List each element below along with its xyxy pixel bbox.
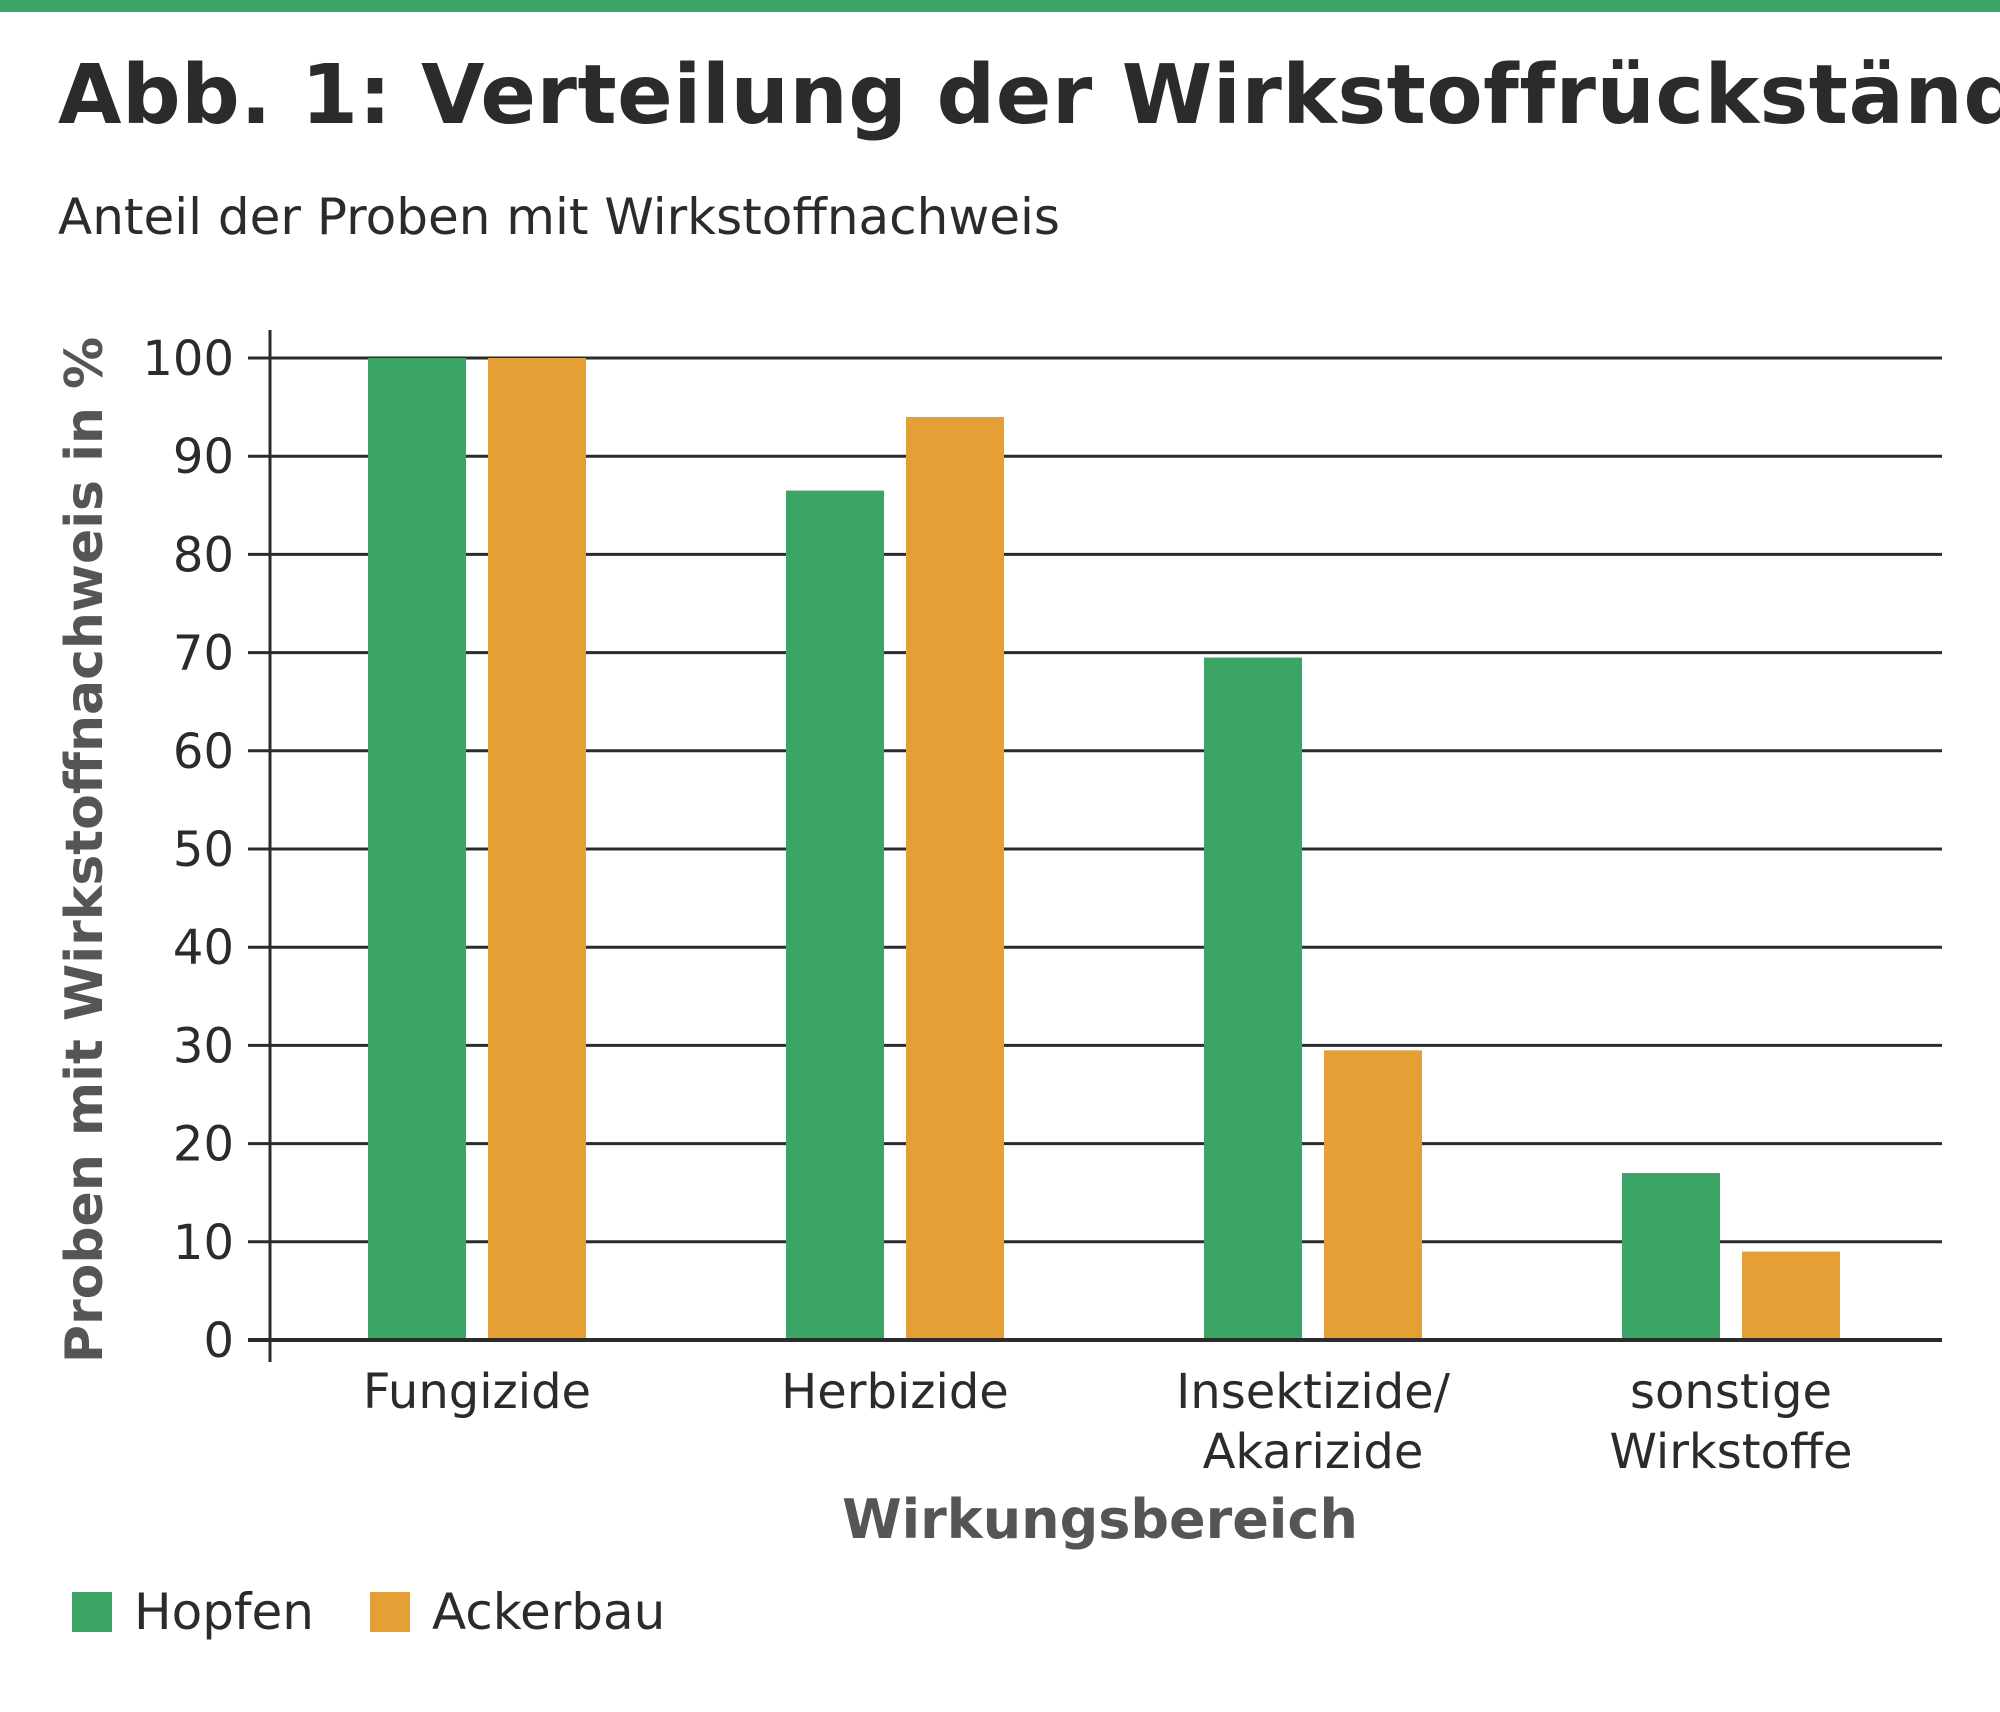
x-tick-label: Akarizide (1203, 1424, 1424, 1480)
bar-hopfen-2 (1204, 657, 1302, 1340)
y-tick-label: 30 (173, 1018, 234, 1074)
y-tick-label: 0 (203, 1313, 234, 1369)
y-tick-label: 100 (142, 331, 234, 387)
bar-ackerbau-2 (1324, 1050, 1422, 1340)
y-tick-label: 10 (173, 1215, 234, 1271)
y-tick-label: 50 (173, 822, 234, 878)
y-tick-label: 80 (173, 527, 234, 583)
y-axis-label: Proben mit Wirkstoffnachweis in % (55, 337, 115, 1363)
y-tick-label: 60 (173, 724, 234, 780)
y-tick-label: 40 (173, 920, 234, 976)
bar-ackerbau-1 (906, 416, 1004, 1340)
bar-ackerbau-3 (1742, 1251, 1840, 1340)
y-tick-label: 90 (173, 429, 234, 485)
chart-title: Abb. 1: Verteilung der Wirkstoffrückstän… (58, 48, 2000, 143)
top-accent-bar (0, 0, 2000, 12)
x-tick-label: Fungizide (363, 1364, 591, 1420)
x-tick-label: Herbizide (781, 1364, 1009, 1420)
bar-ackerbau-0 (488, 358, 586, 1340)
legend-item-ackerbau: Ackerbau (369, 1583, 666, 1641)
chart-subtitle: Anteil der Proben mit Wirkstoffnachweis (58, 188, 1060, 246)
x-tick-label: sonstige (1630, 1364, 1832, 1420)
x-tick-label: Wirkstoffe (1609, 1424, 1852, 1480)
legend-item-hopfen: Hopfen (72, 1583, 314, 1641)
bar-hopfen-3 (1622, 1173, 1720, 1340)
x-axis-label: Wirkungsbereich (842, 1488, 1358, 1551)
bar-hopfen-1 (786, 490, 884, 1340)
legend: Hopfen Ackerbau (72, 1582, 721, 1642)
x-tick-label: Insektizide/ (1176, 1364, 1451, 1420)
y-tick-label: 70 (173, 626, 234, 682)
legend-label-ackerbau: Ackerbau (431, 1583, 666, 1641)
legend-label-hopfen: Hopfen (134, 1583, 314, 1641)
legend-swatch-ackerbau (369, 1592, 410, 1632)
y-tick-label: 20 (173, 1117, 234, 1173)
legend-swatch-hopfen (72, 1592, 112, 1632)
bar-hopfen-0 (368, 358, 466, 1340)
